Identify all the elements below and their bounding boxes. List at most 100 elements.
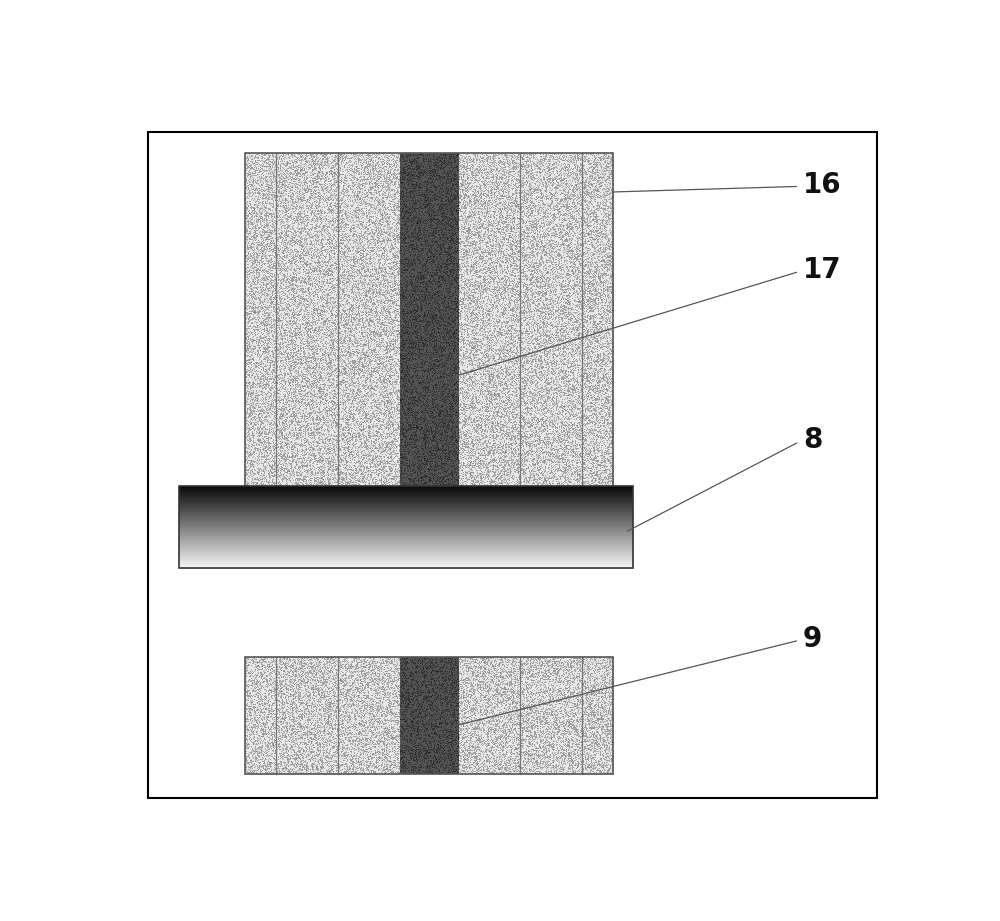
Point bbox=[440, 317, 456, 332]
Point bbox=[262, 404, 278, 419]
Point bbox=[384, 497, 400, 512]
Point bbox=[452, 239, 468, 253]
Point bbox=[573, 502, 589, 517]
Point bbox=[242, 278, 258, 293]
Point bbox=[317, 267, 333, 282]
Point bbox=[322, 698, 338, 713]
Point bbox=[296, 307, 312, 321]
Point bbox=[401, 761, 417, 775]
Point bbox=[475, 155, 491, 169]
Point bbox=[509, 694, 525, 709]
Point bbox=[395, 211, 411, 226]
Point bbox=[282, 237, 298, 251]
Point bbox=[343, 354, 359, 368]
Point bbox=[243, 262, 259, 277]
Point bbox=[573, 474, 589, 489]
Point bbox=[301, 485, 317, 500]
Point bbox=[252, 764, 268, 778]
Point bbox=[492, 239, 508, 253]
Point bbox=[455, 482, 471, 496]
Point bbox=[336, 709, 352, 724]
Point bbox=[578, 368, 594, 383]
Point bbox=[405, 244, 421, 259]
Point bbox=[535, 319, 551, 333]
Point bbox=[500, 695, 516, 710]
Point bbox=[406, 262, 422, 276]
Point bbox=[348, 747, 364, 762]
Point bbox=[520, 437, 536, 452]
Point bbox=[506, 440, 522, 455]
Point bbox=[600, 200, 616, 215]
Point bbox=[438, 263, 454, 278]
Point bbox=[547, 414, 563, 429]
Point bbox=[415, 480, 431, 495]
Point bbox=[323, 708, 339, 723]
Point bbox=[320, 214, 336, 228]
Point bbox=[238, 268, 254, 283]
Point bbox=[306, 659, 322, 673]
Point bbox=[495, 347, 511, 362]
Point bbox=[305, 738, 321, 752]
Point bbox=[460, 238, 476, 252]
Point bbox=[502, 249, 518, 263]
Point bbox=[392, 756, 408, 771]
Point bbox=[243, 277, 259, 292]
Point bbox=[473, 490, 489, 505]
Point bbox=[373, 329, 389, 344]
Point bbox=[537, 309, 553, 324]
Point bbox=[287, 393, 303, 408]
Point bbox=[529, 165, 545, 180]
Point bbox=[328, 761, 344, 775]
Point bbox=[326, 174, 342, 189]
Point bbox=[565, 717, 581, 732]
Point bbox=[469, 219, 485, 234]
Point bbox=[487, 301, 503, 316]
Point bbox=[246, 205, 262, 220]
Point bbox=[543, 192, 559, 207]
Point bbox=[393, 686, 409, 701]
Point bbox=[569, 323, 585, 338]
Point bbox=[291, 423, 307, 437]
Point bbox=[278, 204, 294, 218]
Point bbox=[297, 371, 313, 386]
Point bbox=[477, 676, 493, 691]
Point bbox=[502, 354, 518, 368]
Point bbox=[477, 320, 493, 334]
Point bbox=[540, 738, 556, 752]
Point bbox=[596, 227, 612, 241]
Point bbox=[332, 220, 348, 235]
Point bbox=[308, 699, 324, 714]
Point bbox=[531, 263, 547, 278]
Point bbox=[497, 197, 513, 212]
Point bbox=[567, 278, 583, 293]
Point bbox=[590, 420, 606, 435]
Point bbox=[361, 150, 377, 165]
Point bbox=[410, 147, 426, 162]
Point bbox=[564, 224, 580, 239]
Point bbox=[584, 683, 600, 698]
Point bbox=[405, 750, 421, 764]
Point bbox=[345, 196, 361, 211]
Point bbox=[529, 286, 545, 301]
Point bbox=[467, 735, 483, 750]
Point bbox=[351, 311, 367, 326]
Point bbox=[480, 367, 496, 382]
Point bbox=[578, 727, 594, 741]
Point bbox=[256, 670, 272, 685]
Point bbox=[418, 262, 434, 277]
Point bbox=[604, 740, 620, 754]
Point bbox=[264, 152, 280, 167]
Point bbox=[544, 289, 560, 304]
Point bbox=[529, 245, 545, 260]
Point bbox=[335, 236, 351, 251]
Point bbox=[535, 324, 551, 339]
Point bbox=[590, 251, 606, 266]
Point bbox=[366, 169, 382, 183]
Point bbox=[394, 474, 410, 489]
Point bbox=[542, 294, 558, 309]
Point bbox=[300, 159, 316, 174]
Point bbox=[482, 392, 498, 407]
Point bbox=[496, 717, 512, 731]
Point bbox=[479, 263, 495, 278]
Point bbox=[313, 390, 329, 404]
